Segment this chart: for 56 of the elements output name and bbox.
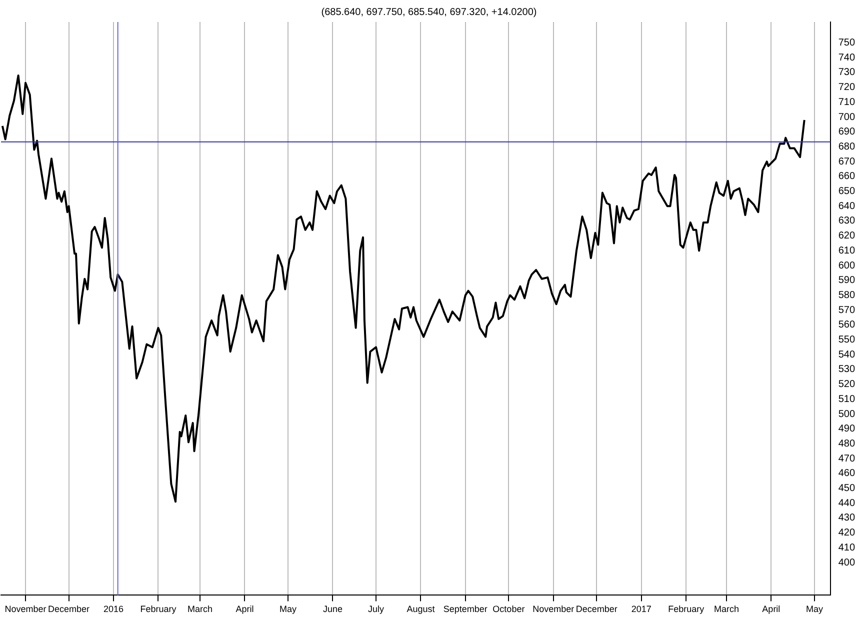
x-tick-label: 2016 [103,604,124,614]
x-tick-label: December [48,604,90,614]
y-tick-label: 730 [838,67,856,78]
x-tick-label: April [236,604,254,614]
y-tick-label: 560 [838,320,856,331]
y-tick-label: 610 [838,245,856,256]
y-tick-label: 710 [838,96,856,108]
y-tick-label: 540 [838,349,856,360]
x-tick-label: March [188,604,213,614]
y-tick-label: 660 [838,171,856,182]
y-tick-label: 750 [838,38,856,49]
chart-title: (685.640, 697.750, 685.540, 697.320, +14.0200) [321,6,537,18]
x-tick-label: February [668,604,705,614]
y-tick-label: 500 [838,408,856,420]
x-tick-label: March [714,604,739,614]
y-tick-label: 490 [838,424,856,435]
x-tick-label: December [576,604,618,614]
y-tick-label: 640 [838,200,856,212]
y-tick-label: 580 [838,290,856,301]
y-tick-label: 680 [838,141,856,152]
y-tick-label: 630 [838,216,856,227]
y-tick-label: 420 [838,528,856,539]
x-tick-label: February [140,604,177,614]
x-tick-label: September [443,604,488,614]
x-tick-label: May [280,604,298,614]
y-tick-label: 650 [838,186,856,198]
y-tick-label: 460 [838,468,856,480]
y-tick-label: 480 [838,438,856,450]
x-tick-label: October [492,604,525,614]
y-tick-label: 520 [838,379,856,390]
x-tick-label: June [322,604,342,614]
x-tick-label: April [762,604,780,614]
y-tick-label: 620 [838,230,856,242]
y-tick-label: 410 [838,542,856,554]
y-tick-label: 510 [838,394,856,405]
y-tick-label: 740 [838,52,856,64]
x-tick-label: November [532,604,574,614]
x-tick-label: July [368,604,384,614]
x-tick-label: May [806,604,824,614]
y-tick-label: 670 [838,156,856,168]
y-tick-label: 600 [838,260,856,272]
y-tick-label: 400 [838,557,856,568]
x-tick-label: 2017 [631,604,652,614]
y-tick-label: 690 [838,126,856,138]
y-tick-label: 550 [838,334,856,346]
y-tick-label: 450 [838,483,856,494]
y-tick-label: 530 [838,364,856,376]
y-tick-label: 700 [838,112,856,123]
y-tick-label: 430 [838,512,856,524]
y-tick-label: 470 [838,453,856,464]
y-tick-label: 440 [838,498,856,509]
y-tick-label: 570 [838,304,856,316]
y-tick-label: 720 [838,82,856,94]
x-tick-label: August [406,604,436,614]
y-tick-label: 590 [838,275,856,286]
x-tick-label: November [4,604,46,614]
